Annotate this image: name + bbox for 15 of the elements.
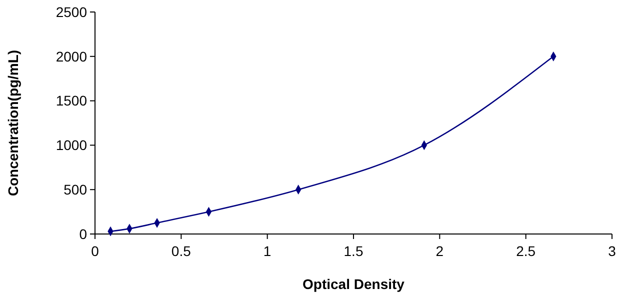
x-tick-label: 3 — [608, 243, 616, 259]
y-tick-label: 500 — [64, 182, 88, 198]
x-tick-label: 1.5 — [344, 243, 364, 259]
y-tick-label: 2500 — [56, 4, 88, 20]
x-tick-label: 2.5 — [516, 243, 536, 259]
x-axis-title: Optical Density — [302, 276, 405, 292]
y-axis-title: Concentration(pg/mL) — [5, 50, 21, 196]
y-tick-label: 2000 — [56, 48, 88, 64]
x-tick-label: 2 — [436, 243, 444, 259]
y-tick-label: 1000 — [56, 137, 88, 154]
y-tick-label: 0 — [79, 226, 88, 242]
y-tick-label: 1500 — [56, 92, 88, 109]
x-tick-label: 0 — [91, 243, 100, 259]
x-tick-label: 1 — [263, 243, 272, 259]
x-tick-label: 0.5 — [171, 243, 192, 259]
